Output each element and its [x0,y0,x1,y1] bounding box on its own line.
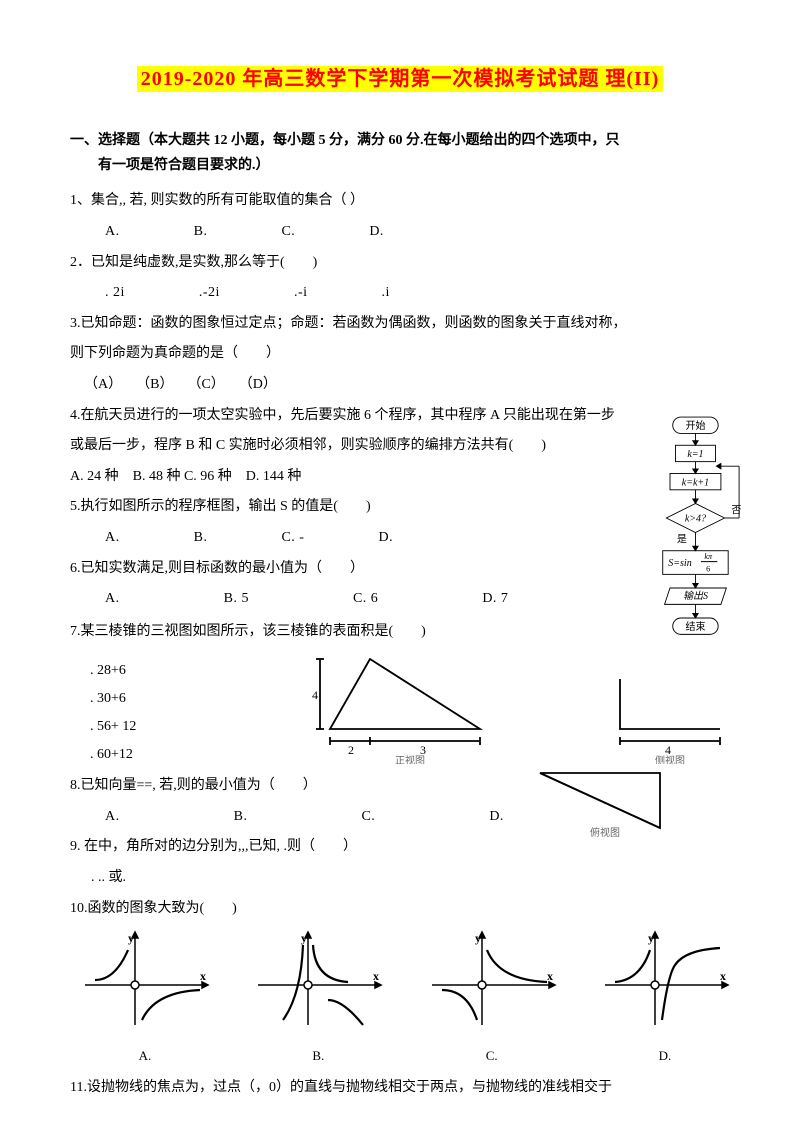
svg-text:x: x [373,969,379,983]
q2-opt-c: .-i [294,280,308,307]
q6-opt-d: D. 7 [482,586,508,613]
svg-text:kπ: kπ [704,551,713,560]
flowchart-region: 4.在航天员进行的一项太空实验中，先后要实施 6 个程序，其中程序 A 只能出现… [70,403,730,613]
svg-text:y: y [301,931,307,945]
question-10-graphs: y x A. y x B. [80,930,730,1068]
question-10: 10.函数的图象大致为( ) [70,896,730,923]
q1-opt-d: D. [369,219,384,246]
question-6-options: A. B. 5 C. 6 D. 7 [70,586,730,613]
question-3-line2: 则下列命题为真命题的是（ ） [70,341,730,368]
q8-opt-d: D. [489,804,504,831]
svg-text:3: 3 [420,743,426,757]
svg-text:俯视图: 俯视图 [590,826,620,838]
question-5-options: A. B. C. - D. [70,525,730,552]
svg-text:k=1: k=1 [687,449,703,460]
q5-opt-c: C. - [281,525,304,552]
question-3-line1: 3.已知命题：函数的图象恒过定点；命题：若函数为偶函数，则函数的图象关于直线对称… [70,311,730,338]
svg-text:S=sin: S=sin [668,558,691,569]
svg-text:x: x [200,969,206,983]
q7-opt-c: . 56+ 12 [90,713,136,741]
three-views: . 28+6 . 30+6 . 56+ 12 . 60+12 4 2 3 正视图… [70,649,730,769]
svg-text:开始: 开始 [685,418,705,431]
svg-text:2: 2 [348,743,354,757]
question-2: 2．已知是纯虚数,是实数,那么等于( ) [70,250,730,277]
svg-text:y: y [475,931,481,945]
svg-text:正视图: 正视图 [395,754,425,764]
graph-c-svg: y x [427,930,557,1035]
section-1-heading: 一、选择题（本大题共 12 小题，每小题 5 分，满分 60 分.在每小题给出的… [70,128,730,178]
svg-text:输出S: 输出S [683,589,708,601]
triangle-side-view: 4 侧视图 [610,674,730,764]
flowchart-svg: 开始 k=1 k=k+1 k>4? 否 是 S=sin kπ 6 [650,403,750,673]
q5-opt-d: D. [378,525,393,552]
question-1: 1、集合,, 若, 则实数的所有可能取值的集合（ ） [70,188,730,215]
q1-opt-b: B. [194,219,208,246]
q1-opt-a: A. [105,219,120,246]
svg-text:y: y [128,931,134,945]
question-9-options: . .. 或. [70,865,730,892]
svg-text:k=k+1: k=k+1 [682,477,709,488]
svg-text:k>4?: k>4? [685,513,706,524]
graph-b-svg: y x [253,930,383,1035]
q6-opt-b: B. 5 [224,586,249,613]
question-3-options: （A） （B） （C） （D） [70,372,730,399]
question-9: 9. 在中，角所对的边分别为,,,已知, .则（ ） [70,834,730,861]
page-title: 2019-2020 年高三数学下学期第一次模拟考试试题 理(II) [70,60,730,98]
question-2-options: . 2i .-2i .-i .i [70,280,730,307]
graph-c: y x C. [427,930,557,1068]
q1-opt-c: C. [281,219,295,246]
question-1-options: A. B. C. D. [70,219,730,246]
triangle-front-view: 4 2 3 正视图 [310,649,490,764]
svg-text:结束: 结束 [685,619,705,632]
question-5: 5.执行如图所示的程序框图，输出 S 的值是( ) [70,494,730,521]
q5-opt-a: A. [105,525,120,552]
q8-opt-c: C. [361,804,375,831]
question-11: 11.设抛物线的焦点为，过点（，0）的直线与抛物线相交于两点，与抛物线的准线相交… [70,1075,730,1102]
q7-opt-b: . 30+6 [90,685,136,713]
question-6: 6.已知实数满足,则目标函数的最小值为（ ） [70,556,730,583]
q8-opt-b: B. [234,804,248,831]
q2-opt-d: .i [382,280,390,307]
plan-view-triangle: 俯视图 [530,763,670,838]
svg-text:x: x [720,969,726,983]
q8-opt-a: A. [105,804,120,831]
graph-b: y x B. [253,930,383,1068]
q5-opt-b: B. [194,525,208,552]
svg-text:4: 4 [665,743,671,757]
title-highlight: 2019-2020 年高三数学下学期第一次模拟考试试题 理(II) [137,66,664,92]
graph-d-svg: y x [600,930,730,1035]
graph-a-svg: y x [80,930,210,1035]
q2-opt-a: . 2i [105,280,125,307]
question-4-line2: 或最后一步，程序 B 和 C 实施时必须相邻，则实验顺序的编排方法共有( ) [70,433,730,460]
svg-text:6: 6 [706,564,710,573]
question-4-options: A. 24 种 B. 48 种 C. 96 种 D. 144 种 [70,464,730,491]
question-4-line1: 4.在航天员进行的一项太空实验中，先后要实施 6 个程序，其中程序 A 只能出现… [70,403,730,430]
q7-opt-a: . 28+6 [90,657,136,685]
q6-opt-a: A. [105,586,120,613]
svg-text:否: 否 [731,504,741,516]
graph-a: y x A. [80,930,210,1068]
q2-opt-b: .-2i [199,280,220,307]
q6-opt-c: C. 6 [353,586,378,613]
svg-text:4: 4 [312,688,318,702]
graph-d: y x D. [600,930,730,1068]
q7-opt-d: . 60+12 [90,741,136,769]
svg-text:是: 是 [677,533,687,545]
svg-text:y: y [648,931,654,945]
q8-q9-region: 8.已知向量==, 若,则的最小值为（ ） A. B. C. D. 9. 在中，… [70,773,730,891]
svg-text:x: x [547,969,553,983]
question-7: 7.某三棱锥的三视图如图所示，该三棱锥的表面积是( ) [70,619,730,646]
